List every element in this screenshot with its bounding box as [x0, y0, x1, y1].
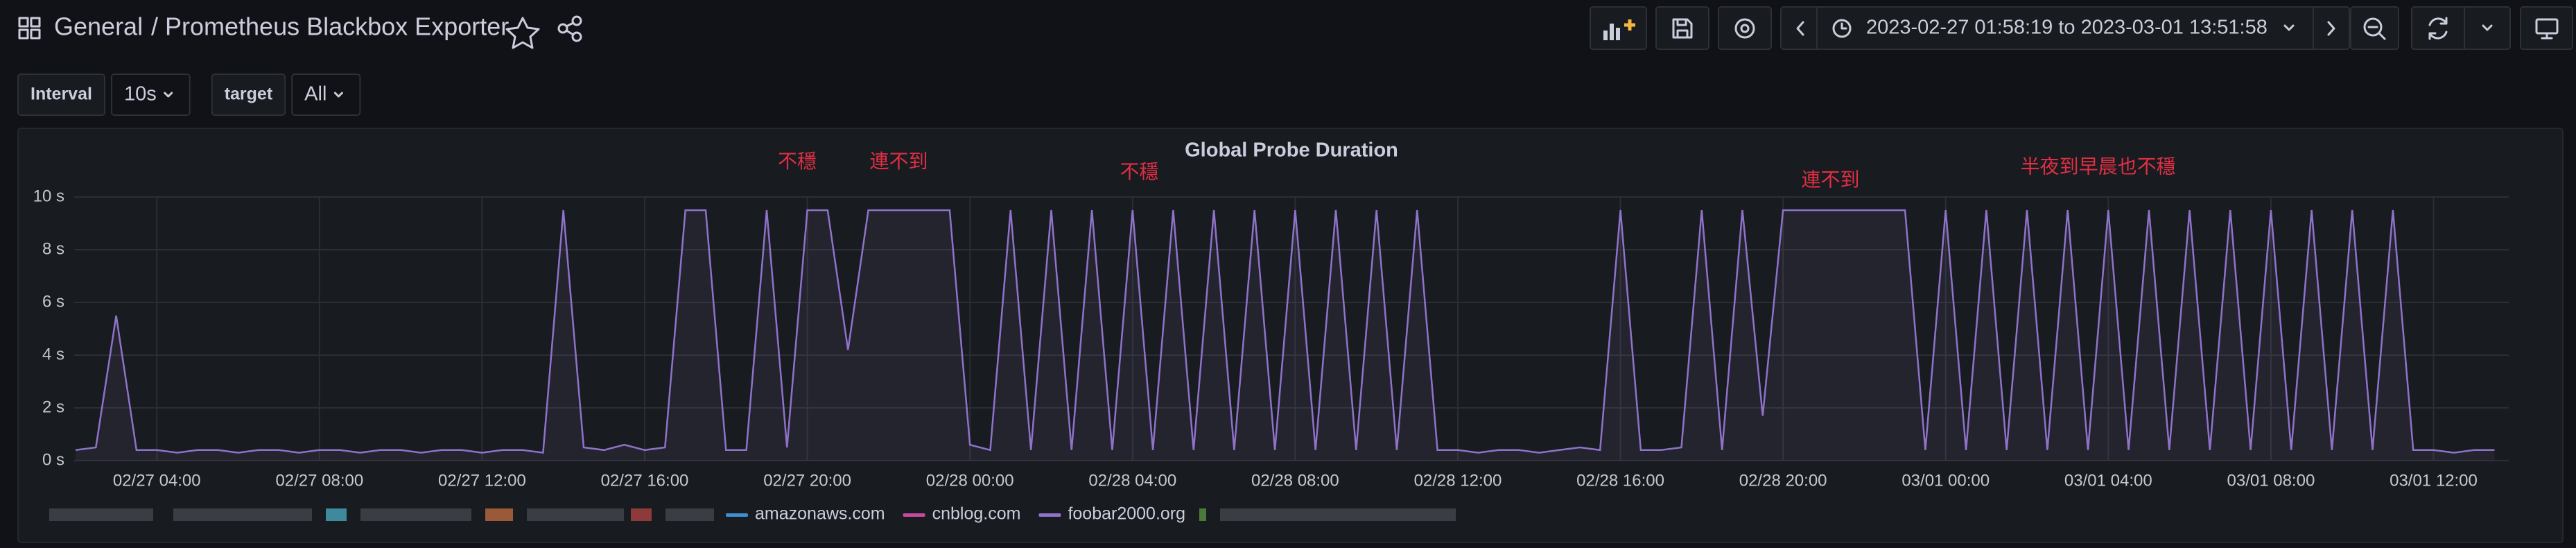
time-picker-group — [1780, 6, 2350, 50]
time-range[interactable]: 2023-02-27 01:58:19 to 2023-03-01 13:51:… — [1866, 17, 2268, 39]
star-button[interactable] — [505, 17, 540, 49]
annotation: 連不到 — [1802, 169, 1860, 191]
plot-area: 0 s 2 s 4 s 6 s 8 s 10 s 02/27 04:00 02/27 08:0… — [33, 151, 2509, 490]
legend-label[interactable]: foobar2000.org — [1068, 504, 1185, 524]
y-tick-label: 0 s — [42, 450, 64, 469]
variable-select[interactable] — [110, 74, 191, 116]
x-tick-label: 02/27 08:00 — [275, 471, 363, 490]
series-line — [75, 209, 2495, 454]
legend-swatch — [726, 513, 748, 517]
variable-label: Interval — [31, 85, 92, 104]
variable-label-box — [211, 74, 286, 116]
y-tick-label: 10 s — [33, 187, 64, 205]
legend-label[interactable]: amazonaws.com — [755, 504, 885, 524]
tv-mode-button[interactable] — [2520, 6, 2573, 50]
annotation: 半夜到早晨也不穩 — [2021, 156, 2176, 178]
x-tick-label: 03/01 08:00 — [2227, 471, 2315, 490]
add-panel-button[interactable] — [1590, 6, 1647, 50]
folder-link[interactable]: General — [54, 12, 143, 41]
apps-icon[interactable] — [18, 17, 41, 40]
x-tick-label: 02/27 16:00 — [601, 471, 689, 490]
blurred-legend — [49, 508, 1456, 521]
annotation: 連不到 — [870, 151, 928, 172]
x-tick-label: 02/27 04:00 — [113, 471, 201, 490]
variable-value[interactable]: All — [304, 83, 327, 105]
x-tick-label: 03/01 00:00 — [1901, 471, 1990, 490]
variable-select[interactable] — [291, 74, 361, 116]
y-tick-label: 6 s — [42, 292, 64, 311]
y-tick-label: 8 s — [42, 239, 64, 258]
variables-bar: Interval 10s target All — [17, 74, 361, 116]
x-tick-label: 03/01 04:00 — [2064, 471, 2152, 490]
legend-swatch — [1038, 513, 1061, 517]
x-tick-label: 02/28 04:00 — [1088, 471, 1176, 490]
x-tick-label: 02/28 12:00 — [1414, 471, 1502, 490]
x-tick-label: 02/28 16:00 — [1576, 471, 1664, 490]
save-button[interactable] — [1655, 6, 1709, 50]
variable-label: target — [225, 85, 273, 104]
share-button[interactable] — [557, 15, 582, 42]
time-back-button[interactable] — [1796, 21, 1804, 36]
dashboard-title: / Prometheus Blackbox Exporter — [151, 12, 509, 41]
x-tick-label: 02/27 20:00 — [763, 471, 851, 490]
legend: amazonaws.com cnblog.com foobar2000.org — [726, 504, 1185, 524]
legend-swatch — [903, 513, 925, 517]
dropdown-chevron — [333, 92, 343, 98]
zoom-out-button[interactable] — [2350, 6, 2399, 50]
y-tick-label: 4 s — [42, 345, 64, 363]
x-tick-label: 02/28 00:00 — [926, 471, 1014, 490]
x-tick-label: 02/27 12:00 — [438, 471, 526, 490]
x-tick-label: 02/28 20:00 — [1739, 471, 1827, 490]
settings-button[interactable] — [1718, 6, 1772, 50]
variable-label-box — [17, 74, 105, 116]
annotation: 不穩 — [778, 151, 817, 172]
x-tick-label: 03/01 12:00 — [2390, 471, 2478, 490]
annotation: 不穩 — [1120, 161, 1159, 182]
panel-title: Global Probe Duration — [1185, 139, 1398, 162]
variable-value[interactable]: 10s — [124, 83, 157, 105]
refresh-button[interactable] — [2411, 6, 2511, 50]
y-tick-label: 2 s — [42, 397, 64, 416]
x-tick-label: 02/28 08:00 — [1251, 471, 1339, 490]
legend-label[interactable]: cnblog.com — [932, 504, 1021, 524]
time-forward-button[interactable] — [2327, 21, 2335, 36]
dropdown-chevron — [164, 92, 173, 98]
